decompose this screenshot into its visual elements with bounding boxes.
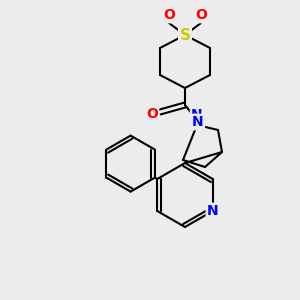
Text: O: O [195, 8, 207, 22]
Text: O: O [163, 8, 175, 22]
Text: S: S [179, 28, 191, 43]
Text: N: N [191, 108, 203, 122]
Text: N: N [192, 115, 204, 129]
Text: O: O [146, 107, 158, 121]
Text: N: N [207, 204, 218, 218]
